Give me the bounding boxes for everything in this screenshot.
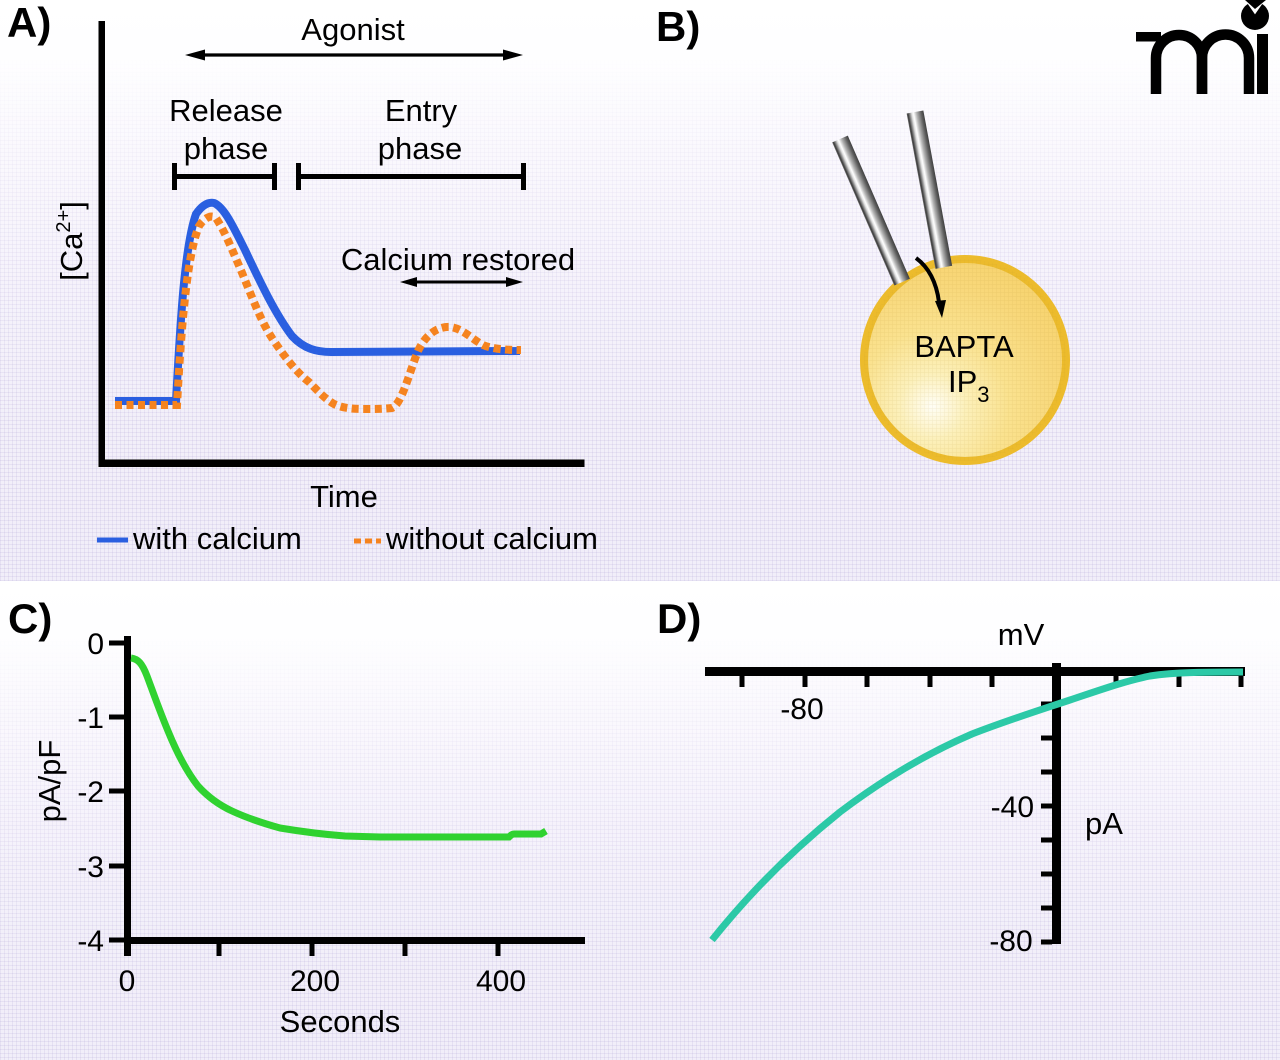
svg-text:-1: -1 xyxy=(77,702,104,735)
svg-text:Time: Time xyxy=(310,479,378,514)
svg-text:A): A) xyxy=(7,0,51,46)
svg-text:Entry: Entry xyxy=(385,93,458,128)
svg-text:with calcium: with calcium xyxy=(132,521,302,556)
svg-text:phase: phase xyxy=(378,131,462,166)
svg-text:Calcium restored: Calcium restored xyxy=(341,242,575,277)
svg-text:Seconds: Seconds xyxy=(280,1004,401,1039)
svg-text:-3: -3 xyxy=(77,851,104,884)
svg-text:without calcium: without calcium xyxy=(385,521,598,556)
svg-text:-80: -80 xyxy=(989,925,1032,958)
svg-text:-4: -4 xyxy=(77,925,104,958)
svg-text:200: 200 xyxy=(290,965,340,998)
svg-text:mV: mV xyxy=(998,617,1045,652)
svg-text:pA/pF: pA/pF xyxy=(32,740,67,823)
svg-text:D): D) xyxy=(657,595,701,642)
svg-text:C): C) xyxy=(8,595,52,642)
svg-text:-40: -40 xyxy=(991,791,1034,824)
svg-text:phase: phase xyxy=(184,131,268,166)
svg-text:pA: pA xyxy=(1085,806,1123,841)
svg-text:B): B) xyxy=(656,3,700,50)
svg-text:[Ca2+]: [Ca2+] xyxy=(53,201,89,281)
svg-text:0: 0 xyxy=(87,628,104,661)
svg-text:Agonist: Agonist xyxy=(301,12,405,47)
svg-text:0: 0 xyxy=(119,965,136,998)
svg-text:Release: Release xyxy=(169,93,283,128)
svg-text:-80: -80 xyxy=(780,693,823,726)
svg-text:BAPTA: BAPTA xyxy=(914,329,1014,364)
svg-text:400: 400 xyxy=(476,965,526,998)
svg-text:-2: -2 xyxy=(77,776,104,809)
